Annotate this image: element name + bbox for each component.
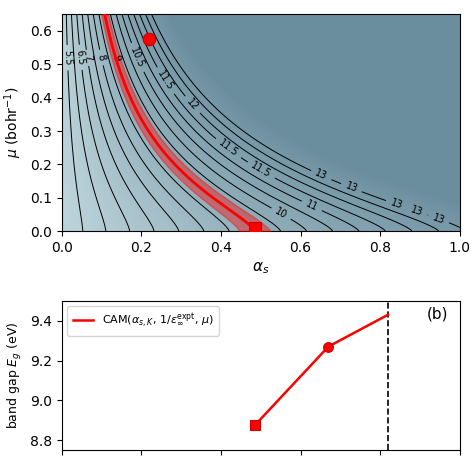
Text: 7: 7	[82, 54, 93, 62]
Text: 10: 10	[273, 206, 289, 221]
Text: 11: 11	[304, 199, 319, 213]
Text: 13: 13	[431, 212, 446, 226]
Text: 10.5: 10.5	[128, 46, 146, 69]
X-axis label: $\alpha_s$: $\alpha_s$	[252, 260, 269, 276]
Text: 11.5: 11.5	[217, 138, 240, 159]
Y-axis label: band gap $E_g$ (eV): band gap $E_g$ (eV)	[6, 322, 24, 429]
Text: 11.5: 11.5	[249, 161, 273, 180]
Text: 6.5: 6.5	[75, 49, 86, 65]
Text: 13: 13	[314, 168, 329, 182]
Y-axis label: $\mu$ (bohr$^{-1}$): $\mu$ (bohr$^{-1}$)	[3, 87, 24, 158]
Text: 11.5: 11.5	[155, 69, 175, 92]
Text: 5.5: 5.5	[62, 50, 73, 65]
Text: 13: 13	[410, 205, 424, 218]
Text: 13: 13	[344, 181, 359, 195]
Text: 12: 12	[185, 97, 201, 113]
Text: 8: 8	[96, 54, 107, 62]
Text: (b): (b)	[426, 307, 448, 322]
Legend: CAM($\alpha_{s,K}$, $1/\varepsilon^{\mathrm{expt}}_{\infty}$, $\mu$): CAM($\alpha_{s,K}$, $1/\varepsilon^{\mat…	[67, 306, 219, 336]
Text: 9: 9	[110, 54, 121, 63]
Text: 13: 13	[389, 198, 404, 211]
